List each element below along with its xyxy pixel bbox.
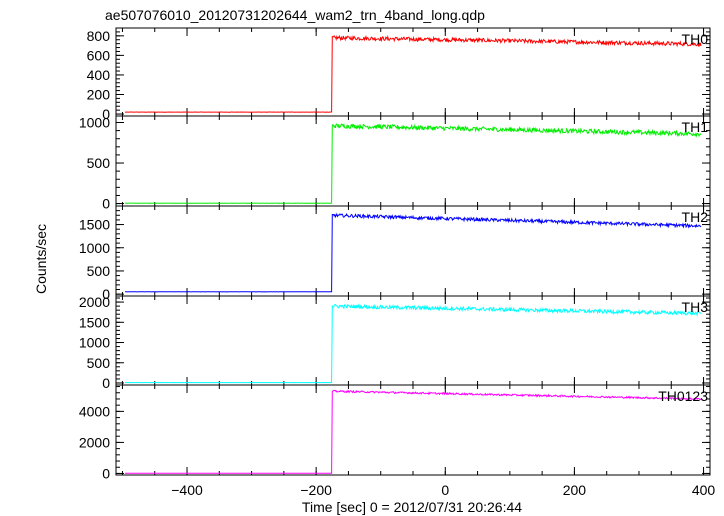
x-tick-label: −400: [171, 482, 203, 498]
panel-th3: 0 500 1000 1500 2000 TH3: [79, 294, 711, 391]
x-tick-label: 200: [563, 482, 587, 498]
series-line-th3: [125, 303, 702, 384]
series-line-th2: [125, 212, 702, 293]
panel-frame: [115, 384, 711, 476]
y-tick-label: 0: [102, 106, 110, 122]
panel-th1: 0 500 1000 TH1: [79, 114, 711, 212]
panel-th2: 0 500 1000 1500 TH2: [79, 205, 711, 302]
x-tick-label: 400: [692, 482, 716, 498]
y-tick-label: 400: [87, 67, 111, 83]
series-label-th1: TH1: [682, 119, 709, 135]
series-label-th0: TH0: [682, 31, 709, 47]
y-tick-label: 1000: [79, 240, 110, 256]
y-tick-label: 500: [87, 263, 111, 279]
y-tick-label: 500: [87, 355, 111, 371]
y-tick-label: 1500: [79, 217, 110, 233]
y-tick-label: 0: [102, 286, 110, 302]
series-label-th3: TH3: [682, 299, 709, 315]
y-tick-label: 0: [102, 375, 110, 391]
chart-title: ae507076010_20120731202644_wam2_trn_4ban…: [105, 7, 485, 23]
y-tick-label: 4000: [79, 403, 110, 419]
y-tick-label: 0: [102, 465, 110, 481]
x-tick-label: 0: [441, 482, 449, 498]
panel-th0123: 0 2000 4000 TH0123: [79, 384, 711, 481]
y-tick-label: 200: [87, 86, 111, 102]
series-line-th0: [125, 34, 702, 113]
series-line-th1: [124, 122, 702, 204]
y-tick-label: 1000: [79, 114, 110, 130]
panel-frame: [115, 205, 711, 297]
y-tick-label: 500: [87, 155, 111, 171]
y-tick-label: 1000: [79, 335, 110, 351]
y-tick-label: 1500: [79, 314, 110, 330]
y-tick-label: 800: [87, 28, 111, 44]
y-tick-label: 600: [87, 47, 111, 63]
y-tick-label: 2000: [79, 434, 110, 450]
y-tick-label: 0: [102, 196, 110, 212]
chart-panels: 0 200 400 600 800 TH0 0 500 1000 TH1 0 500 1000 1500 T…: [79, 27, 716, 498]
series-line-th0123: [125, 389, 702, 474]
series-label-th0123: TH0123: [658, 388, 708, 404]
series-label-th2: TH2: [682, 209, 709, 225]
y-axis-label: Counts/sec: [33, 224, 49, 294]
panel-frame: [115, 295, 711, 386]
x-tick-label: −200: [300, 482, 332, 498]
y-tick-label: 2000: [79, 294, 110, 310]
x-axis-label: Time [sec] 0 = 2012/07/31 20:26:44: [302, 499, 522, 515]
panel-th0: 0 200 400 600 800 TH0: [87, 27, 711, 122]
